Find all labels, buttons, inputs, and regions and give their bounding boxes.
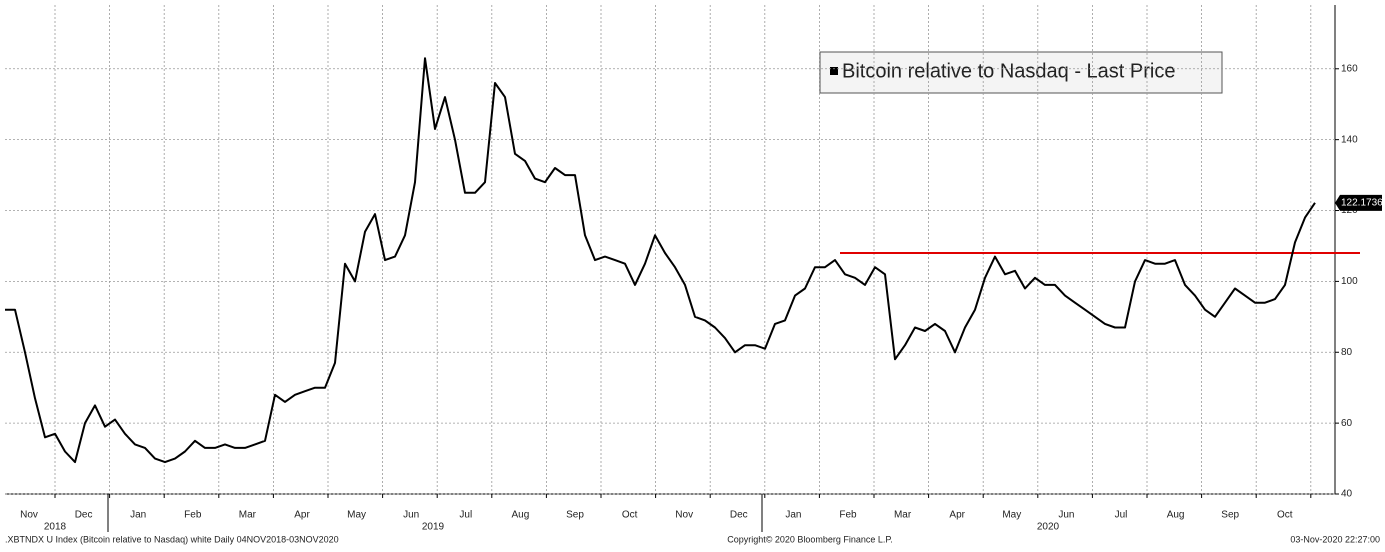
legend: Bitcoin relative to Nasdaq - Last Price	[819, 51, 1223, 94]
x-tick-label: Aug	[1167, 510, 1185, 521]
x-tick-label: Nov	[675, 510, 693, 521]
x-tick-label: Dec	[730, 510, 748, 521]
x-tick-label: Dec	[75, 510, 93, 521]
x-tick-label: Sep	[566, 510, 584, 521]
x-tick-label: Jun	[1058, 510, 1074, 521]
y-tick-label: 140	[1341, 134, 1358, 145]
footer-center: Copyright© 2020 Bloomberg Finance L.P.	[727, 534, 893, 544]
last-price-tag	[1335, 194, 1382, 211]
x-tick-label: May	[347, 510, 366, 521]
x-tick-label: Jul	[459, 510, 472, 521]
x-tick-label: Jul	[1115, 510, 1128, 521]
x-tick-label: Aug	[512, 510, 530, 521]
x-tick-label: Apr	[949, 510, 965, 521]
x-tick-label: Mar	[239, 510, 257, 521]
year-label: 2020	[1037, 522, 1060, 533]
legend-swatch	[830, 67, 838, 75]
year-label: 2019	[422, 522, 445, 533]
legend-label: Bitcoin relative to Nasdaq - Last Price	[842, 60, 1176, 82]
x-tick-label: May	[1002, 510, 1021, 521]
x-tick-label: Mar	[894, 510, 912, 521]
price-line	[5, 57, 1316, 464]
x-tick-label: Sep	[1221, 510, 1239, 521]
x-tick-label: Feb	[839, 510, 857, 521]
x-tick-label: Oct	[622, 510, 638, 521]
last-price-label: 122.1736	[1341, 197, 1383, 208]
x-tick-label: Feb	[184, 510, 202, 521]
y-tick-label: 160	[1341, 63, 1358, 74]
footer-right: 03-Nov-2020 22:27:00	[1290, 534, 1380, 544]
x-tick-label: Nov	[20, 510, 38, 521]
y-tick-label: 80	[1341, 347, 1353, 358]
x-tick-label: Jun	[403, 510, 419, 521]
x-tick-label: Oct	[1277, 510, 1293, 521]
y-tick-label: 60	[1341, 418, 1353, 429]
x-tick-label: Jan	[130, 510, 146, 521]
y-tick-label: 40	[1341, 489, 1353, 500]
year-label: 2018	[44, 522, 67, 533]
y-tick-label: 100	[1341, 276, 1358, 287]
legend-box	[819, 51, 1223, 94]
footer-left: .XBTNDX U Index (Bitcoin relative to Nas…	[5, 534, 339, 544]
x-tick-label: Jan	[785, 510, 801, 521]
x-tick-label: Apr	[294, 510, 310, 521]
